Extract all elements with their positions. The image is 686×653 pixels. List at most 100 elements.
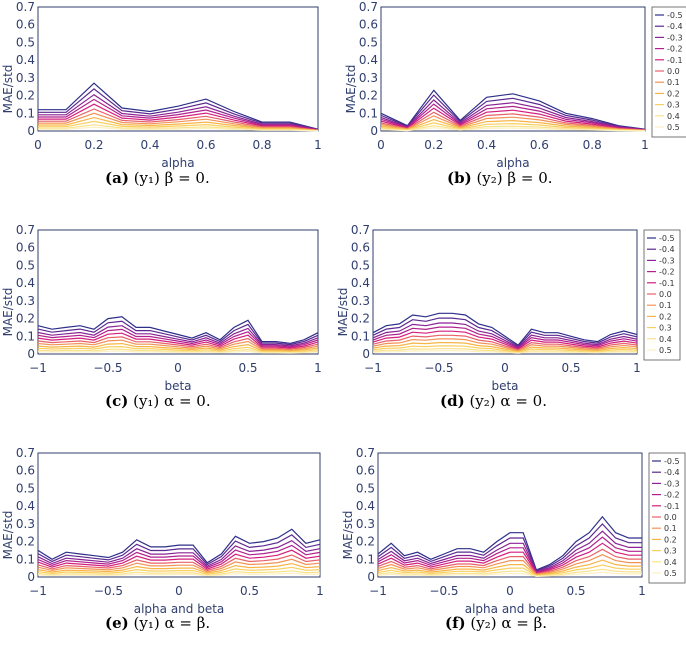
x-axis-label: alpha [496, 156, 529, 170]
y-axis-label: MAE/std [1, 288, 15, 337]
y-tick-label: 0.1 [351, 329, 370, 343]
series-line-0.5 [377, 571, 642, 578]
legend-label: -0.4 [667, 22, 683, 31]
plot-frame [37, 452, 321, 578]
y-tick-label: 0.6 [351, 241, 370, 255]
x-tick-label: −1 [29, 584, 47, 598]
x-tick-label: 0.2 [84, 138, 103, 152]
caption-label: (f) [445, 614, 466, 632]
x-tick-label: 1 [314, 361, 322, 375]
y-tick-label: 0.3 [16, 517, 35, 531]
series-line-0.1 [37, 339, 319, 351]
series-line--0.2 [377, 536, 642, 574]
caption-label: (c) [105, 392, 129, 410]
series-line-0.3 [372, 345, 638, 353]
series-line--0.1 [37, 332, 319, 349]
y-tick-label: 0.6 [16, 18, 35, 32]
series-line-0.0 [38, 108, 319, 131]
y-tick-label: 0.7 [16, 0, 35, 14]
legend-label: -0.1 [659, 279, 675, 288]
legend-box [643, 229, 681, 361]
series-line--0.1 [380, 107, 646, 131]
caption-e: (e) (y₁) α = β. [105, 614, 210, 632]
series-line-0.2 [377, 559, 642, 576]
series-line--0.1 [372, 330, 638, 350]
series-line-0.1 [37, 558, 321, 573]
y-tick-label: 0.7 [16, 223, 35, 237]
y-axis-label: MAE/std [336, 288, 350, 337]
legend-label: 0.2 [667, 89, 680, 98]
series-line-0.4 [372, 348, 638, 354]
y-tick-label: 0.1 [16, 106, 35, 120]
x-tick-label: 0 [501, 361, 509, 375]
caption-text: (y₁) α = β. [128, 614, 211, 632]
series-line--0.4 [37, 320, 319, 346]
series-line--0.4 [38, 88, 319, 130]
x-tick-label: −0.5 [424, 361, 453, 375]
series-line--0.1 [37, 549, 321, 570]
x-tick-label: 0 [174, 361, 182, 375]
legend-label: 0.5 [667, 123, 680, 132]
series-line-0.0 [377, 548, 642, 575]
legend-label: 0.1 [659, 301, 672, 310]
caption-label: (e) [105, 614, 129, 632]
legend-label: 0.0 [667, 67, 680, 76]
legend-label: 0.3 [659, 324, 672, 333]
y-tick-label: 0.1 [16, 552, 35, 566]
x-tick-label: 0.8 [583, 138, 602, 152]
y-tick-label: 0.1 [16, 329, 35, 343]
caption-a: (a) (y₁) β = 0. [105, 169, 210, 187]
x-tick-label: 0 [34, 138, 42, 152]
y-tick-label: 0 [370, 124, 378, 138]
y-tick-label: 0.2 [16, 312, 35, 326]
y-tick-label: 0.5 [356, 481, 375, 495]
y-axis-label: MAE/std [341, 511, 355, 560]
series-line-0.2 [372, 342, 638, 353]
plot-frame [380, 6, 646, 132]
y-tick-label: 0.2 [356, 535, 375, 549]
series-line-0.0 [372, 334, 638, 351]
series-line--0.5 [380, 89, 646, 130]
y-tick-label: 0.5 [359, 35, 378, 49]
y-axis-label: MAE/std [344, 65, 358, 114]
x-tick-label: 0.6 [196, 138, 215, 152]
y-tick-label: 0.7 [356, 446, 375, 460]
x-tick-label: −0.5 [429, 584, 458, 598]
series-line--0.5 [37, 528, 321, 564]
series-line-0.3 [37, 345, 319, 353]
y-tick-label: 0 [27, 124, 35, 138]
x-tick-label: 0 [175, 584, 183, 598]
series-line--0.3 [38, 93, 319, 131]
series-line-0.5 [37, 572, 321, 577]
x-tick-label: 0 [506, 584, 514, 598]
x-tick-label: 1 [641, 138, 649, 152]
caption-text: (y₂) α = 0. [464, 392, 547, 410]
plot-frame [372, 229, 638, 355]
caption-text: (y₁) α = 0. [128, 392, 211, 410]
series-line--0.4 [37, 534, 321, 566]
legend-label: -0.1 [667, 56, 683, 65]
caption-label: (d) [440, 392, 465, 410]
series-line-0.5 [380, 127, 646, 132]
y-tick-label: 0.1 [359, 106, 378, 120]
y-tick-label: 0 [27, 570, 35, 584]
y-tick-label: 0 [362, 347, 370, 361]
series-line-0.3 [37, 566, 321, 575]
y-tick-label: 0.3 [359, 71, 378, 85]
legend-label: -0.2 [664, 491, 680, 500]
y-tick-label: 0.6 [359, 18, 378, 32]
series-line-0.0 [380, 111, 646, 131]
x-tick-label: 0.2 [424, 138, 443, 152]
legend-label: -0.4 [659, 245, 675, 254]
series-line-0.2 [37, 342, 319, 352]
x-tick-label: −0.5 [93, 361, 122, 375]
series-line--0.1 [38, 103, 319, 131]
series-line--0.4 [377, 523, 642, 572]
series-line-0.5 [372, 350, 638, 354]
x-axis-label: alpha [161, 156, 194, 170]
